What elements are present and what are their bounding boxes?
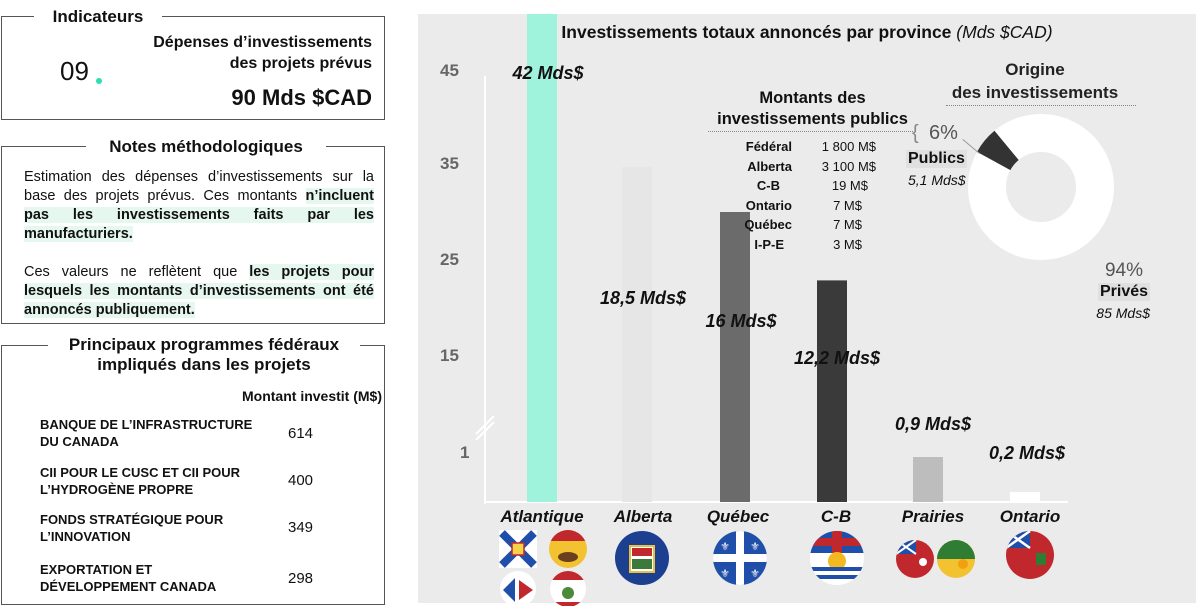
public-funding-amount: 1 800 M$ — [821, 139, 876, 154]
program-name: FONDS STRATÉGIQUE POUR L’INNOVATION — [40, 512, 224, 544]
programs-title: Principaux programmes fédéraux impliqués… — [48, 335, 360, 375]
public-funding-name: Québec — [744, 217, 792, 232]
flag-alberta-icon — [615, 531, 669, 585]
indicator-label: Dépenses d’investissements des projets p… — [153, 34, 372, 72]
program-amount: 298 — [288, 570, 314, 587]
bar-alberta — [622, 167, 652, 502]
bar-québec — [720, 212, 750, 502]
methodology-p1: Estimation des dépenses d’investissement… — [24, 169, 374, 242]
indicators-panel — [1, 16, 385, 120]
flag-quebec-icon: ⚜ ⚜ ⚜ ⚜ — [713, 531, 767, 585]
flag-nova-scotia-icon — [499, 530, 537, 568]
bar-chart-svg — [475, 14, 1068, 504]
bar-prairies — [913, 457, 943, 502]
y-tick-label: 45 — [440, 61, 459, 80]
prives-label: Privés — [1098, 283, 1151, 301]
axis-break-mark — [475, 415, 495, 435]
public-funding-rule — [708, 131, 913, 132]
methodology-title: Notes méthodologiques — [86, 137, 326, 157]
y-tick-label: 15 — [440, 346, 459, 365]
public-funding-name: I-P-E — [754, 237, 784, 252]
flag-newfoundland-icon — [500, 571, 536, 606]
publics-percent: 6% — [929, 122, 958, 144]
flag-ontario-icon — [1006, 531, 1054, 579]
origin-rule — [946, 105, 1136, 106]
bar-value-label: 0,9 Mds$ — [894, 414, 972, 434]
public-funding-name: Ontario — [745, 198, 792, 213]
prives-amount: 85 Mds$ — [1096, 305, 1150, 321]
public-funding-amount: 7 M$ — [833, 198, 862, 213]
chart-title: Investissements totaux annoncés par prov… — [561, 22, 1053, 42]
bar-ontario — [1010, 492, 1040, 502]
public-funding-amount: 3 100 M$ — [821, 159, 876, 174]
category-label: Québec — [706, 507, 770, 526]
flag-pei-icon — [550, 571, 586, 606]
bar-value-label: 42 Mds$ — [512, 63, 584, 83]
program-name: EXPORTATION ET DÉVELOPPEMENT CANADA — [40, 562, 217, 594]
flag-british-columbia-icon — [810, 531, 864, 585]
program-amount: 400 — [288, 472, 314, 489]
y-tick-label: 1 — [460, 443, 470, 462]
origin-title: Origine des investissements — [951, 60, 1119, 102]
publics-amount: 5,1 Mds$ — [908, 172, 966, 188]
indicator-value: 90 Mds $CAD — [231, 85, 372, 110]
category-label: Ontario — [999, 507, 1061, 526]
programs-panel — [1, 345, 385, 605]
public-funding-name: Fédéral — [745, 139, 792, 154]
donut-slice-privés — [968, 114, 1114, 260]
axis-break-mark — [475, 421, 495, 441]
public-funding-amount: 3 M$ — [833, 237, 862, 252]
bar-value-label: 12,2 Mds$ — [793, 348, 881, 368]
indicator-dot — [96, 78, 102, 84]
svg-text:⚜: ⚜ — [750, 568, 760, 580]
bar-value-label: 16 Mds$ — [705, 311, 777, 331]
y-tick-label: 25 — [440, 250, 459, 269]
program-name: CII POUR LE CUSC ET CII POUR L’HYDROGÈNE … — [40, 465, 241, 497]
bar-atlantique — [527, 14, 557, 502]
donut-slice-publics — [977, 130, 1019, 171]
category-label: Prairies — [901, 507, 965, 526]
indicator-number: 09 — [60, 56, 89, 86]
bar-value-label: 18,5 Mds$ — [599, 288, 687, 308]
program-name: BANQUE DE L’INFRASTRUCTURE DU CANADA — [40, 417, 253, 449]
programs-column-header: Montant investit (M$) — [242, 388, 382, 404]
public-funding-amount: 19 M$ — [831, 178, 868, 193]
bar-value-label: 0,2 Mds$ — [988, 443, 1066, 463]
origin-donut — [968, 114, 1114, 260]
program-amount: 614 — [288, 425, 314, 442]
svg-text:⚜: ⚜ — [720, 541, 730, 553]
program-amount: 349 — [288, 519, 314, 536]
public-funding-name: Alberta — [747, 159, 792, 174]
prives-percent: 94% — [1104, 260, 1143, 281]
flag-new-brunswick-icon — [549, 530, 587, 568]
category-label: Atlantique — [500, 507, 584, 526]
flag-saskatchewan-icon — [937, 540, 975, 578]
category-label: Alberta — [613, 507, 673, 526]
methodology-p2: Ces valeurs ne reflètent que les projets… — [24, 264, 374, 318]
svg-text:⚜: ⚜ — [750, 541, 760, 553]
public-funding-name: C-B — [756, 178, 780, 193]
flag-manitoba-icon — [896, 540, 934, 578]
publics-label: Publics — [906, 150, 967, 168]
indicators-title: Indicateurs — [34, 7, 162, 27]
category-label: C-B — [820, 507, 852, 526]
public-funding-title: Montants des investissements publics — [717, 89, 908, 128]
bars-group — [527, 14, 1040, 502]
y-tick-label: 35 — [440, 154, 459, 173]
public-funding-amount: 7 M$ — [833, 217, 862, 232]
publics-bracket-icon: { — [912, 122, 919, 144]
svg-text:⚜: ⚜ — [720, 568, 730, 580]
bar-c-b — [817, 280, 847, 502]
